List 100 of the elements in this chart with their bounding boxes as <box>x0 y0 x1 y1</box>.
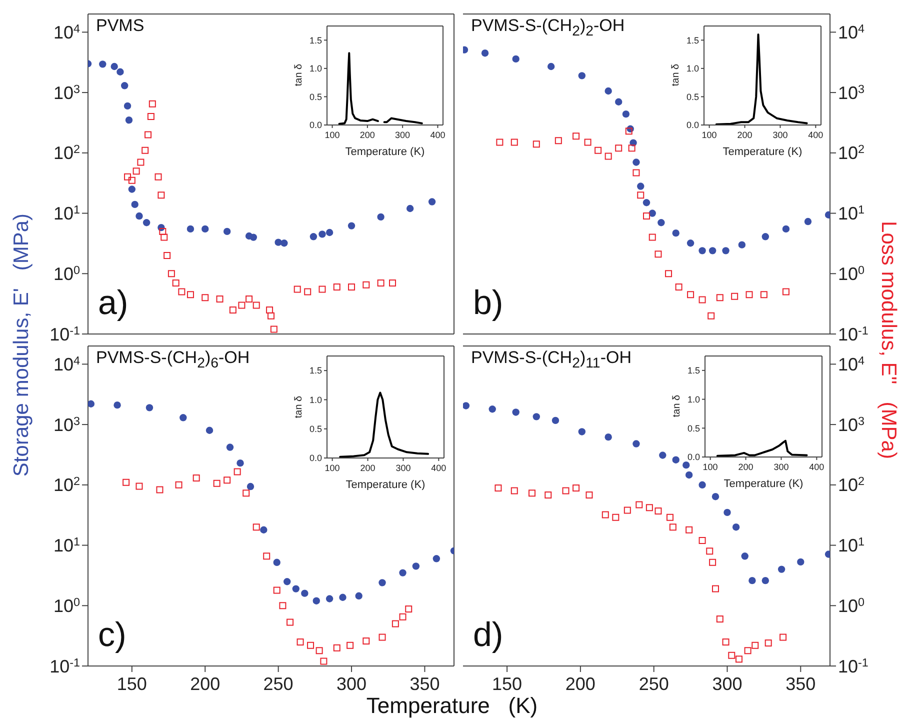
x-axis-title: Temperature (K) <box>724 478 804 490</box>
point <box>722 247 730 254</box>
x-tick-label: 100 <box>702 462 718 472</box>
point <box>632 158 640 166</box>
point <box>226 444 234 451</box>
y2-tick-label: 10$^{3}$ <box>838 82 865 103</box>
y2-tick-label: 10$^{1}$ <box>838 535 865 556</box>
chart-title: PVMS <box>96 16 144 36</box>
point <box>712 493 720 500</box>
point <box>405 605 412 612</box>
y2-tick-label: 10$^{2}$ <box>838 474 865 496</box>
y-tick-label: 0.5 <box>309 424 322 434</box>
point <box>686 526 693 534</box>
y-axis-title: Storage modulus, E' (MPa) <box>10 213 34 477</box>
point <box>494 484 502 492</box>
point <box>292 585 300 592</box>
point <box>488 406 496 413</box>
point <box>156 486 164 494</box>
point <box>301 590 308 597</box>
point <box>722 638 730 646</box>
point <box>804 218 812 226</box>
point <box>712 585 719 592</box>
point <box>584 138 592 146</box>
x-tick-label: 150 <box>492 674 522 694</box>
point <box>716 294 724 302</box>
point <box>114 401 121 409</box>
y-tick-label: 0.0 <box>686 120 699 130</box>
point <box>432 555 440 562</box>
y2-tick-label: 10$^{0}$ <box>838 595 866 616</box>
x-tick-label: 300 <box>336 674 367 694</box>
y2-tick-label: 10$^{1}$ <box>838 203 865 224</box>
point <box>709 558 716 566</box>
y-tick-label: 1.0 <box>309 64 322 74</box>
y-tick-label: 0.5 <box>309 92 322 102</box>
point <box>186 291 194 298</box>
x-tick-label: 300 <box>774 462 789 472</box>
point <box>333 284 340 291</box>
point <box>279 602 286 610</box>
point <box>741 552 748 560</box>
point <box>659 452 666 459</box>
y-tick-label: 0.0 <box>309 453 322 464</box>
point <box>744 647 752 654</box>
point <box>122 478 130 486</box>
y-tick-label: 10$^{-1}$ <box>50 656 80 676</box>
x-tick-label: 300 <box>712 674 742 694</box>
point <box>632 169 640 176</box>
point <box>318 286 326 293</box>
point <box>142 146 149 154</box>
y-tick-label: 10$^{4}$ <box>53 354 80 374</box>
point <box>326 228 334 236</box>
y2-tick-label: 10$^{-1}$ <box>838 656 868 676</box>
x-tick-label: 200 <box>565 674 596 694</box>
point <box>229 306 236 314</box>
chart-title: PVMS-S-(CH$_{2}$)$_{11}$-OH <box>471 348 632 372</box>
x-tick-label: 250 <box>263 674 294 694</box>
point <box>481 50 489 57</box>
point <box>752 642 759 649</box>
x-tick-label: 200 <box>360 130 375 140</box>
point <box>154 173 162 180</box>
point <box>307 642 314 649</box>
y-tick-label: 10$^{2}$ <box>53 474 80 496</box>
point <box>392 620 399 628</box>
point <box>333 644 340 652</box>
point <box>131 200 138 208</box>
point <box>270 326 278 333</box>
point <box>146 404 154 412</box>
x-tick-label: 400 <box>430 130 446 140</box>
point <box>512 55 520 63</box>
point <box>266 306 274 314</box>
point <box>202 294 209 302</box>
y2-axis-title: Loss modulus, E'' (MPa) <box>876 221 900 459</box>
point <box>280 240 288 247</box>
y-tick-label: 10$^{-1}$ <box>50 324 80 344</box>
point <box>666 514 674 521</box>
y-tick-label: 0.5 <box>686 92 699 102</box>
point <box>604 433 612 441</box>
point <box>234 468 241 476</box>
point <box>594 146 602 154</box>
y2-tick-label: 10$^{-1}$ <box>838 324 868 344</box>
x-tick-label: 200 <box>738 462 754 472</box>
point <box>615 144 622 152</box>
line-series <box>715 33 808 125</box>
point <box>362 281 370 288</box>
point <box>284 578 291 586</box>
point <box>554 137 562 144</box>
point <box>578 72 586 80</box>
point <box>682 461 690 469</box>
point <box>310 233 318 240</box>
point <box>764 640 772 647</box>
point <box>643 212 650 220</box>
point <box>273 558 280 566</box>
y-axis-title: tan δ <box>670 64 682 86</box>
y2-tick-label: 10$^{3}$ <box>838 414 865 435</box>
point <box>685 471 693 479</box>
point <box>675 284 682 291</box>
point <box>687 291 694 298</box>
x-tick-label: 200 <box>360 463 376 474</box>
point <box>216 296 224 302</box>
point <box>110 62 118 70</box>
point <box>136 212 143 220</box>
